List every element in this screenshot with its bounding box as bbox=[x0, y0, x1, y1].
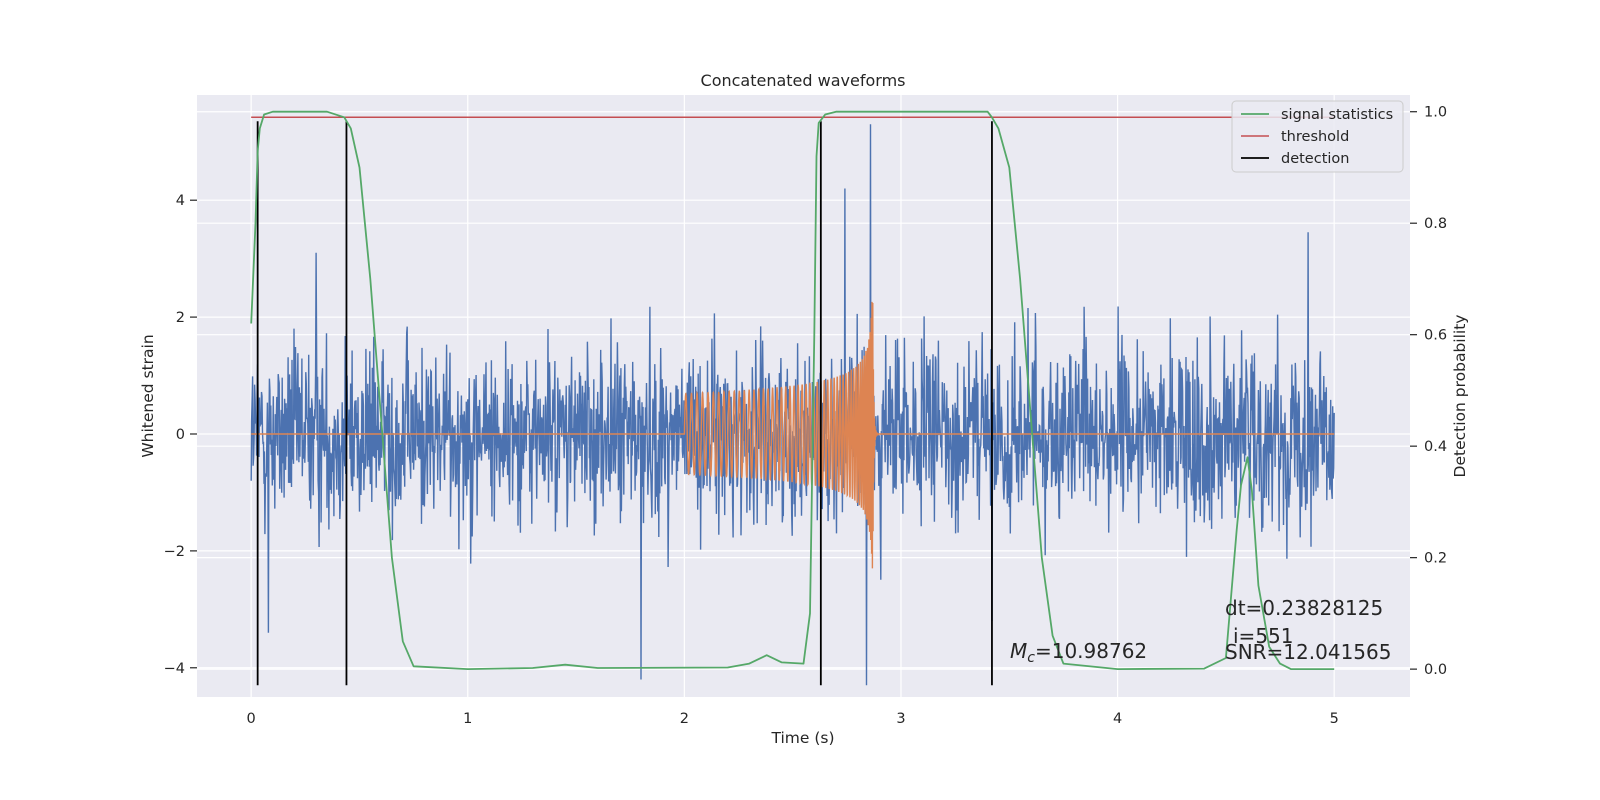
plot-area bbox=[197, 95, 1410, 697]
y2-axis-ticks: 0.0 0.2 0.4 0.6 0.8 1.0 bbox=[1410, 105, 1447, 678]
x-tick-label: 4 bbox=[1113, 711, 1122, 727]
y2-tick-label: 0.8 bbox=[1424, 216, 1447, 232]
legend-label-signal-statistics: signal statistics bbox=[1281, 107, 1393, 123]
x-tick-label: 3 bbox=[896, 711, 905, 727]
y2-tick-label: 0.6 bbox=[1424, 328, 1447, 344]
x-tick-label: 1 bbox=[463, 711, 472, 727]
legend: signal statistics threshold detection bbox=[1231, 100, 1404, 173]
legend-label-threshold: threshold bbox=[1281, 129, 1349, 145]
snr-annotation: SNR=12.041565 bbox=[1225, 640, 1391, 664]
y2-tick-label: 0.4 bbox=[1424, 439, 1447, 455]
waveform-series-line bbox=[251, 301, 1335, 569]
plot-layer bbox=[250, 110, 1335, 686]
y2-axis-label: Detection probability bbox=[1451, 315, 1469, 478]
y-tick-label: −2 bbox=[164, 544, 185, 560]
x-tick-label: 0 bbox=[247, 711, 256, 727]
x-tick-label: 2 bbox=[680, 711, 689, 727]
y-axis-ticks: −4 −2 0 2 4 bbox=[164, 193, 197, 677]
chirp-mass-annotation: Mc=10.98762 bbox=[1010, 639, 1147, 666]
signal-statistics-series-line bbox=[250, 110, 1335, 670]
index-annotation: i=551 bbox=[1233, 624, 1294, 648]
y2-tick-label: 1.0 bbox=[1424, 105, 1447, 121]
y-tick-label: −4 bbox=[164, 661, 185, 677]
x-axis-label: Time (s) bbox=[770, 729, 834, 747]
y-axis-label: Whitened strain bbox=[139, 334, 157, 457]
dt-annotation: dt=0.23828125 bbox=[1225, 596, 1383, 620]
legend-label-detection: detection bbox=[1281, 151, 1349, 167]
x-axis-ticks: 0 1 2 3 4 5 bbox=[247, 711, 1339, 727]
y-tick-label: 4 bbox=[176, 193, 185, 209]
y-tick-label: 0 bbox=[176, 427, 185, 443]
y-tick-label: 2 bbox=[176, 310, 185, 326]
y2-tick-label: 0.2 bbox=[1424, 551, 1447, 567]
y2-tick-label: 0.0 bbox=[1424, 662, 1447, 678]
chart-title: Concatenated waveforms bbox=[701, 71, 906, 90]
detection-lines bbox=[256, 121, 993, 686]
x-tick-label: 5 bbox=[1330, 711, 1339, 727]
